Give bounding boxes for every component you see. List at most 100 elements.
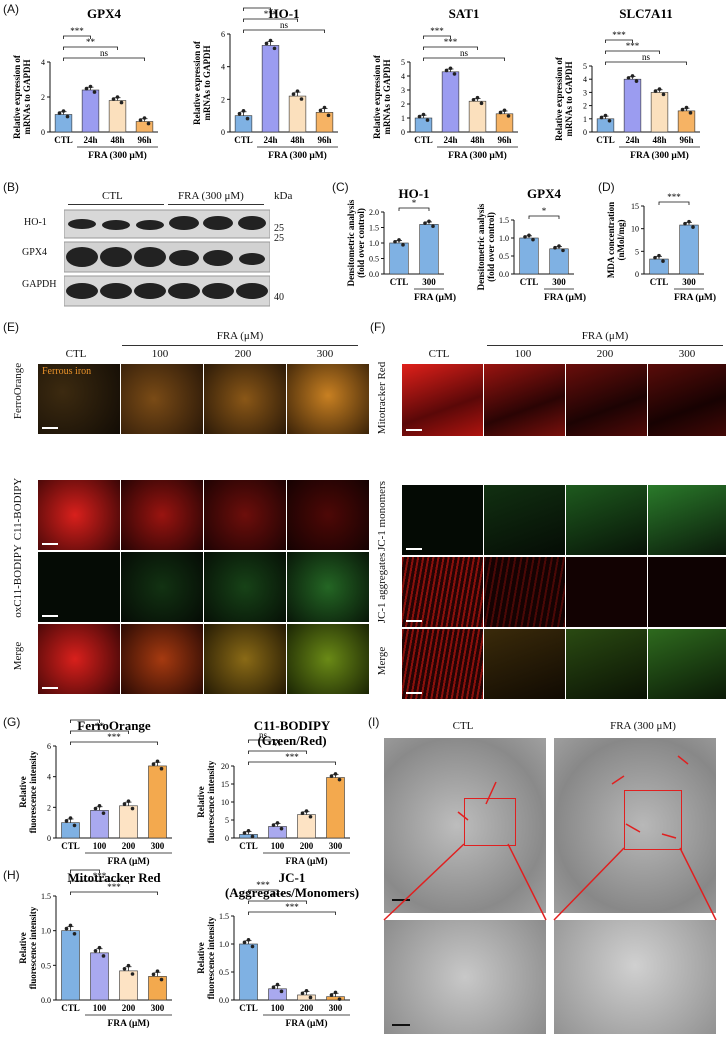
- x-tick-label: 300: [151, 841, 165, 851]
- x-group-label: FRA (μM): [107, 856, 149, 866]
- bar: [297, 814, 316, 839]
- significance-label: **: [273, 741, 283, 751]
- tem-col-fra: FRA (300 μM): [610, 720, 676, 732]
- chart-title: SAT1: [449, 6, 480, 21]
- data-point: [242, 831, 247, 835]
- significance-bracket: [248, 739, 278, 743]
- significance-label: **: [95, 721, 105, 731]
- y-axis-label: Relativefluorescence intensity: [196, 916, 216, 999]
- y-tick-label: 0: [583, 128, 587, 137]
- micro-f-mito-300: [648, 364, 726, 436]
- blot-strips: [64, 209, 270, 307]
- data-point: [653, 255, 657, 260]
- data-point: [452, 72, 457, 76]
- bar: [268, 826, 287, 839]
- significance-label: ***: [285, 902, 299, 912]
- y-tick-label: 10: [631, 225, 639, 234]
- y-tick-label: 2: [583, 102, 587, 111]
- data-point: [65, 114, 70, 119]
- micro-e-ferro-300: [287, 364, 369, 434]
- y-axis-label: Relativefluorescence intensity: [196, 760, 216, 843]
- x-group-label: FRA (μM): [285, 1018, 327, 1029]
- micro-f-row-merge: Merge: [376, 646, 388, 676]
- chart-gpx4-mrna: GPX4 Relative expression ofmRNAs to GAPDH…: [12, 6, 158, 161]
- bar: [148, 765, 167, 839]
- data-point: [557, 244, 561, 248]
- y-tick-label: 0.5: [41, 961, 51, 970]
- y-tick-label: 0: [41, 128, 45, 137]
- x-group-label: FRA (μM): [544, 292, 586, 303]
- data-point: [553, 245, 557, 250]
- data-point: [159, 766, 164, 771]
- bar: [419, 224, 439, 275]
- data-point: [318, 108, 323, 113]
- significance-bracket: [63, 35, 91, 39]
- x-tick-label: 24h: [83, 135, 97, 145]
- data-point: [295, 89, 300, 93]
- x-tick-label: 96h: [137, 135, 151, 145]
- x-tick-label: 200: [122, 1003, 136, 1013]
- micro-e-row-ferroorange: FerroOrange: [12, 362, 24, 420]
- significance-label: ***: [626, 41, 640, 51]
- data-point: [498, 110, 503, 115]
- chart-title: C11-BODIPY: [254, 718, 331, 733]
- data-point: [92, 90, 97, 94]
- micro-f-col-300: 300: [678, 348, 696, 360]
- chart-title: HO-1: [398, 186, 429, 201]
- x-group-label: FRA (300 μM): [88, 150, 147, 161]
- data-point: [304, 809, 309, 813]
- significance-bracket: [70, 880, 129, 884]
- significance-label: ns: [280, 20, 289, 30]
- data-point: [88, 84, 93, 89]
- y-tick-label: 5: [401, 58, 405, 67]
- micro-f-mono-100: [484, 485, 565, 555]
- significance-bracket: [528, 215, 560, 219]
- significance-bracket: [248, 911, 336, 915]
- micro-f-mito-200: [566, 364, 647, 436]
- tem-ctl-zoom: [384, 920, 546, 1034]
- data-point: [237, 111, 242, 116]
- data-point: [444, 68, 449, 73]
- data-point: [475, 95, 480, 100]
- data-point: [272, 46, 277, 51]
- data-point: [397, 238, 401, 242]
- y-tick-label: 1: [583, 115, 587, 124]
- panel-label-g: (G): [3, 715, 21, 729]
- bar: [414, 117, 433, 133]
- tem-panel: CTL FRA (300 μM): [378, 720, 724, 1036]
- y-tick-label: 3: [401, 86, 405, 95]
- data-point: [634, 79, 639, 83]
- y-tick-label: 4: [41, 58, 45, 67]
- y-tick-label: 0.0: [219, 996, 229, 1005]
- x-tick-label: 96h: [679, 135, 693, 145]
- data-point: [151, 972, 156, 977]
- data-point: [527, 233, 531, 238]
- bar: [288, 95, 307, 133]
- y-tick-label: 1.5: [499, 216, 509, 225]
- chart-mda: MDA concentration(nMol/mg) 0 5 10 15 CTL 300 FR…: [606, 192, 716, 303]
- y-tick-label: 4: [583, 75, 587, 84]
- data-point: [72, 931, 77, 936]
- y-axis-label: Relative expression ofmRNAs to GAPDH: [554, 56, 574, 141]
- data-point: [393, 239, 397, 244]
- significance-label: ***: [285, 752, 299, 762]
- y-axis-label: Relative expression ofmRNAs to GAPDH: [192, 40, 212, 125]
- significance-label: ***: [70, 26, 84, 36]
- x-tick-label: CTL: [390, 277, 409, 287]
- significance-label: ns: [460, 48, 469, 58]
- x-tick-label: CTL: [520, 277, 539, 287]
- x-group-label: FRA (μM): [674, 292, 716, 303]
- significance-bracket: [70, 869, 100, 873]
- significance-bracket: [605, 50, 660, 54]
- bar: [649, 258, 669, 275]
- x-group-label: FRA (300 μM): [448, 150, 507, 161]
- chart-ho1-mrna: HO-1 Relative expression ofmRNAs to GAPDH…: [192, 4, 338, 161]
- panel-label-b: (B): [3, 180, 19, 194]
- bar: [441, 71, 460, 133]
- data-point: [271, 985, 276, 989]
- bar: [326, 777, 345, 839]
- x-group-label: FRA (μM): [285, 856, 327, 866]
- bar: [679, 224, 699, 275]
- data-point: [93, 948, 98, 953]
- data-point: [155, 759, 160, 764]
